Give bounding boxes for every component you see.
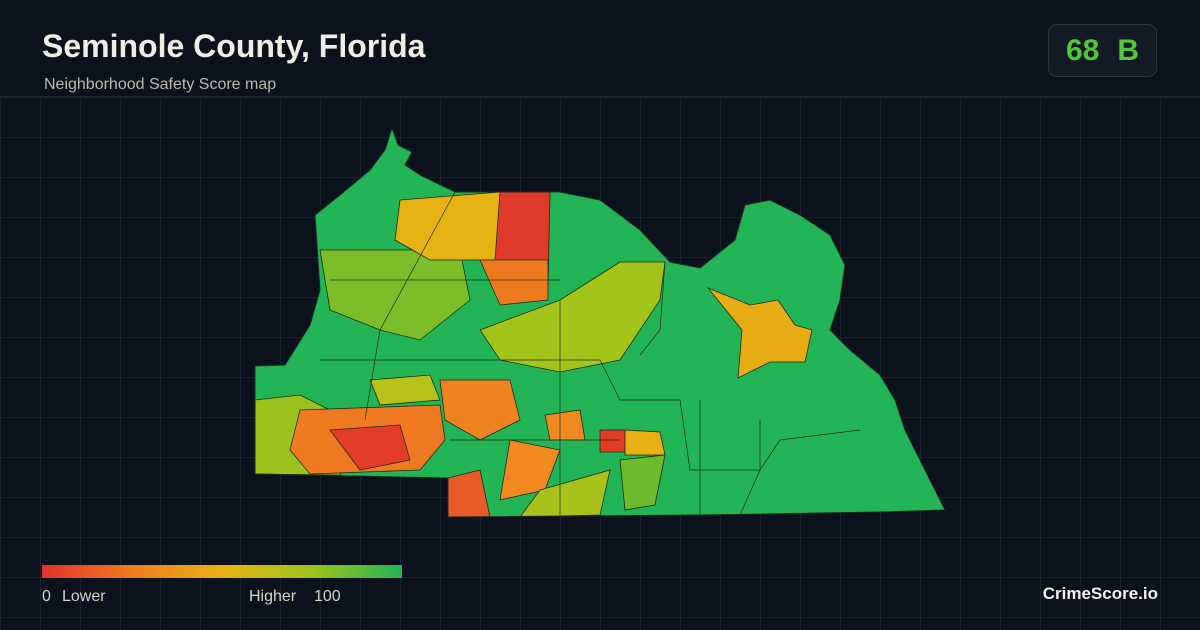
legend-max-label: Higher	[249, 588, 297, 605]
legend-min: 0	[42, 588, 51, 605]
score-value: 68	[1065, 33, 1100, 67]
county-regions	[255, 128, 945, 517]
subtitle: Neighborhood Safety Score map	[44, 76, 277, 93]
legend-max: 100	[314, 588, 341, 605]
title: Seminole County, Florida	[42, 28, 426, 64]
brand: CrimeScore.io	[1042, 584, 1158, 603]
legend-gradient	[42, 565, 402, 578]
score-badge: 68 B	[1048, 24, 1157, 77]
legend-min-label: Lower	[62, 588, 106, 605]
score-grade: B	[1117, 33, 1140, 67]
county-outline	[254, 126, 946, 518]
header-divider	[0, 96, 1200, 97]
region-borders	[320, 191, 861, 516]
